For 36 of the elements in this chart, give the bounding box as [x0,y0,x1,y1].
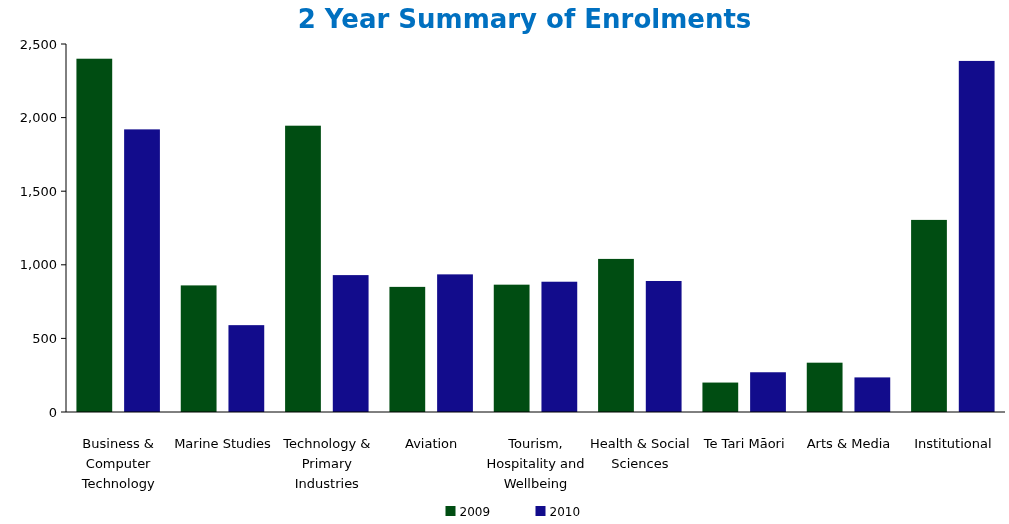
bar [76,58,113,412]
x-tick-label: Tourism, Hospitality and Wellbeing [486,436,585,491]
bar [124,129,160,412]
y-tick-label: 1,000 [19,257,57,273]
x-tick-label: Te Tari Māori [702,436,785,451]
x-tick-label: Arts & Media [806,436,891,451]
x-tick-label: Institutional [914,436,992,451]
bar [180,285,217,412]
bar [750,372,786,412]
bar [493,284,530,412]
bar [332,275,369,412]
chart-title: 2 Year Summary of Enrolments [297,4,752,34]
x-tick-label: Health & Social Sciences [590,436,690,471]
bar [645,280,682,412]
x-tick-label: Technology & Primary Industries [282,436,371,491]
bar [702,382,739,412]
x-tick-label: Business & Computer Technology [80,436,155,491]
x-tick-label: Aviation [405,436,458,451]
bar [389,286,426,412]
y-tick-label: 0 [48,404,57,420]
y-tick-label: 2,000 [19,110,57,126]
legend-label: 2009 [459,505,491,519]
bar [911,219,947,412]
bar [958,60,995,412]
bar [854,377,891,412]
bar [806,362,843,412]
bar [228,325,265,412]
bar [437,274,473,412]
y-tick-label: 1,500 [19,183,57,199]
x-tick-label: Marine Studies [174,436,272,451]
bar [285,125,321,412]
y-tick-label: 2,500 [19,36,57,52]
bar [541,281,578,412]
legend-label: 2010 [549,505,581,519]
bar [598,258,634,412]
y-tick-label: 500 [32,330,57,346]
